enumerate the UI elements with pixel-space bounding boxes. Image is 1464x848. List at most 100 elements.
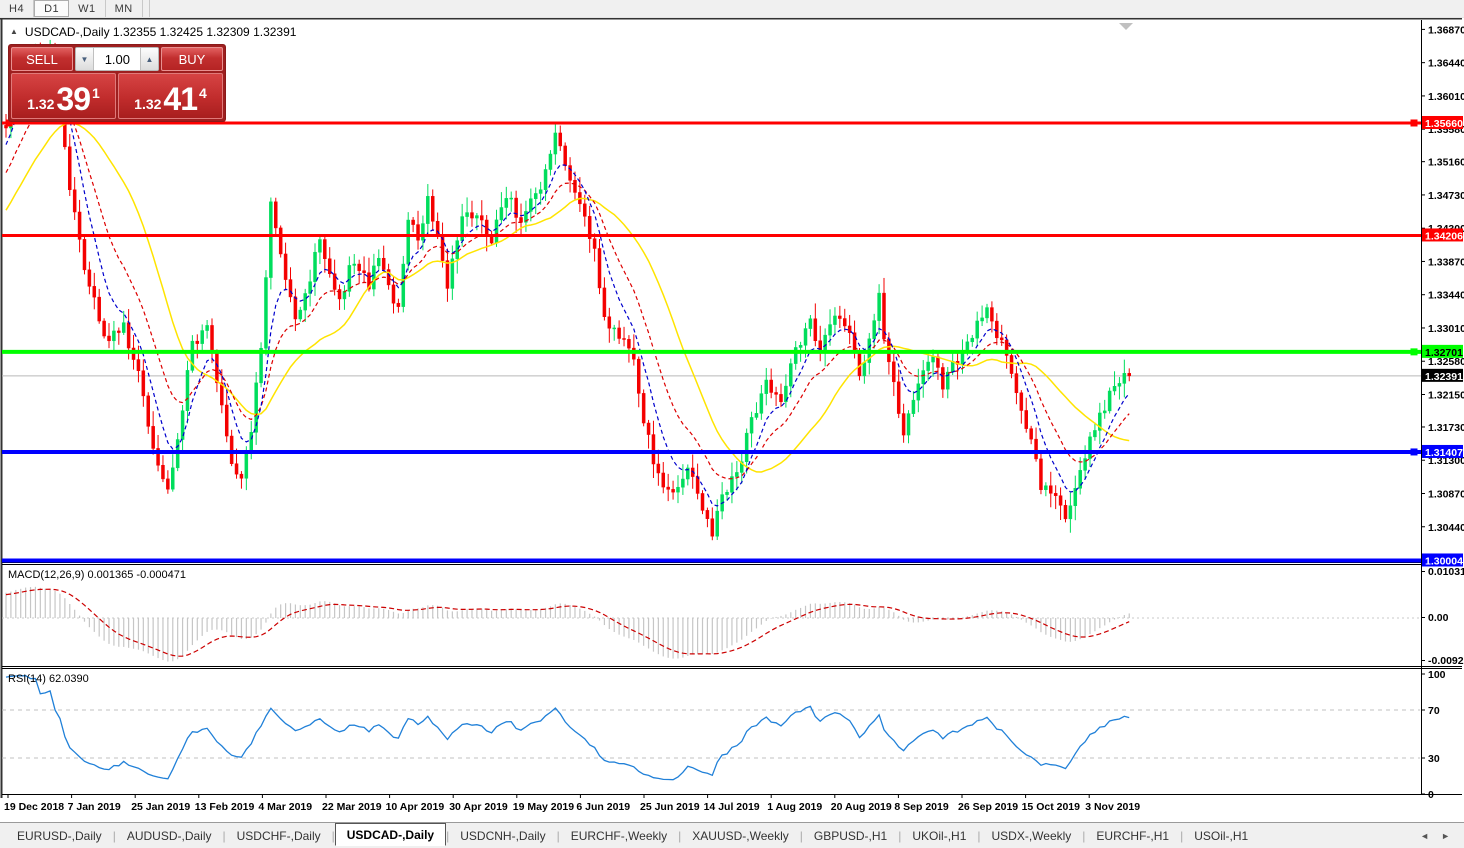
tab-scroll-left-icon[interactable]: ◄ bbox=[1420, 830, 1430, 841]
svg-text:4 Mar 2019: 4 Mar 2019 bbox=[258, 801, 312, 813]
svg-text:20 Aug 2019: 20 Aug 2019 bbox=[831, 801, 892, 813]
svg-text:1.32150: 1.32150 bbox=[1428, 389, 1464, 401]
sell-button[interactable]: SELL bbox=[11, 47, 73, 71]
timeframe-button-d1[interactable]: D1 bbox=[34, 0, 70, 17]
svg-text:1.33870: 1.33870 bbox=[1428, 256, 1464, 268]
tab-separator: | bbox=[1180, 828, 1184, 843]
level-lines-layer bbox=[2, 119, 1421, 563]
buy-quote-box[interactable]: 1.32 41 4 bbox=[118, 73, 223, 119]
chart-title: ▲ USDCAD-,Daily 1.32355 1.32425 1.32309 … bbox=[10, 25, 296, 39]
svg-text:1.30440: 1.30440 bbox=[1428, 522, 1464, 534]
macd-pane bbox=[2, 586, 1420, 662]
chart-tab-eurchf-h1[interactable]: EURCHF-,H1 bbox=[1096, 828, 1170, 843]
chart-tab-audusd-daily[interactable]: AUDUSD-,Daily bbox=[126, 828, 212, 843]
svg-text:1.35160: 1.35160 bbox=[1428, 157, 1464, 169]
svg-text:-0.009203: -0.009203 bbox=[1428, 655, 1464, 667]
svg-text:1.36010: 1.36010 bbox=[1428, 91, 1464, 103]
svg-text:100: 100 bbox=[1428, 669, 1446, 681]
volume-increase-button[interactable]: ▲ bbox=[140, 48, 158, 70]
svg-text:15 Oct 2019: 15 Oct 2019 bbox=[1022, 801, 1081, 813]
svg-text:1.36440: 1.36440 bbox=[1428, 58, 1464, 70]
svg-text:1.32580: 1.32580 bbox=[1428, 356, 1464, 368]
svg-text:8 Sep 2019: 8 Sep 2019 bbox=[894, 801, 948, 813]
tab-separator: | bbox=[556, 828, 560, 843]
svg-text:22 Mar 2019: 22 Mar 2019 bbox=[322, 801, 382, 813]
timeframe-button-h4[interactable]: H4 bbox=[0, 0, 35, 17]
time-axis[interactable]: 19 Dec 2018 7 Jan 2019 25 Jan 2019 13 Feb 2… bbox=[4, 794, 1140, 813]
chart-tab-xauusd-weekly[interactable]: XAUUSD-,Weekly bbox=[692, 828, 789, 843]
tab-separator: | bbox=[898, 828, 902, 843]
price-axis-badge: 1.31407 bbox=[1422, 444, 1463, 459]
svg-text:6 Jun 2019: 6 Jun 2019 bbox=[576, 801, 630, 813]
buy-button[interactable]: BUY bbox=[161, 47, 223, 71]
svg-text:1.32391: 1.32391 bbox=[1425, 371, 1463, 383]
price-axis-badge: 1.35660 bbox=[1422, 115, 1463, 130]
tab-separator: | bbox=[112, 828, 116, 843]
tab-separator: | bbox=[222, 828, 226, 843]
timeframe-button-w1[interactable]: W1 bbox=[69, 0, 106, 17]
buy-price-big: 41 bbox=[163, 81, 198, 117]
svg-text:1.35580: 1.35580 bbox=[1428, 124, 1464, 136]
svg-text:1.31407: 1.31407 bbox=[1425, 447, 1463, 459]
arrow-down-icon: ▼ bbox=[80, 54, 89, 64]
chart-tab-usdx-weekly[interactable]: USDX-,Weekly bbox=[991, 828, 1072, 843]
chart-tab-eurusd-daily[interactable]: EURUSD-,Daily bbox=[17, 828, 102, 843]
svg-text:1.34206: 1.34206 bbox=[1425, 230, 1463, 242]
chart-tab-usdchf-daily[interactable]: USDCHF-,Daily bbox=[236, 828, 321, 843]
svg-text:1.30870: 1.30870 bbox=[1428, 488, 1464, 500]
chart-tab-bar: EURUSD-,Daily | AUDUSD-,Daily | USDCHF-,Dail… bbox=[0, 822, 1464, 848]
price-axis[interactable]: 1.36870 1.36440 1.36010 1.35580 1.35160 1.347… bbox=[1421, 24, 1464, 801]
tab-separator: | bbox=[678, 828, 682, 843]
chart-tab-usdcad-daily[interactable]: USDCAD-,Daily bbox=[334, 823, 447, 846]
tab-separator: | bbox=[331, 828, 335, 843]
moving-averages-layer bbox=[5, 69, 1130, 507]
collapse-triangle-icon[interactable]: ▲ bbox=[10, 26, 18, 36]
svg-text:1.33440: 1.33440 bbox=[1428, 290, 1464, 302]
arrow-up-icon: ▲ bbox=[145, 54, 154, 64]
tab-scroll-right-icon[interactable]: ► bbox=[1441, 830, 1450, 841]
timeframe-toolbar: H4 D1 W1 MN bbox=[0, 0, 1464, 18]
sell-quote-box[interactable]: 1.32 39 1 bbox=[11, 73, 116, 119]
svg-text:70: 70 bbox=[1428, 705, 1440, 717]
svg-text:10 Apr 2019: 10 Apr 2019 bbox=[386, 801, 445, 813]
svg-text:30: 30 bbox=[1428, 753, 1440, 765]
rsi-label: RSI(14) 62.0390 bbox=[8, 673, 89, 685]
rsi-pane bbox=[2, 675, 1420, 781]
chart-tab-gbpusd-h1[interactable]: GBPUSD-,H1 bbox=[813, 828, 888, 843]
tab-separator: | bbox=[977, 828, 981, 843]
svg-text:0.010311: 0.010311 bbox=[1428, 566, 1464, 578]
price-axis-badge: 1.30004 bbox=[1422, 553, 1463, 567]
buy-price-prefix: 1.32 bbox=[134, 96, 162, 112]
chart-title-text: USDCAD-,Daily 1.32355 1.32425 1.32309 1.… bbox=[24, 25, 297, 39]
chart-tab-usdcnh-daily[interactable]: USDCNH-,Daily bbox=[460, 828, 546, 843]
svg-text:30 Apr 2019: 30 Apr 2019 bbox=[449, 801, 508, 813]
svg-text:0: 0 bbox=[1428, 789, 1434, 801]
svg-text:1.31300: 1.31300 bbox=[1428, 455, 1464, 467]
svg-text:1.34730: 1.34730 bbox=[1428, 190, 1464, 202]
buy-price-sup: 4 bbox=[199, 85, 207, 101]
svg-text:26 Sep 2019: 26 Sep 2019 bbox=[958, 801, 1018, 813]
sell-price-big: 39 bbox=[56, 81, 91, 117]
candles-layer bbox=[4, 39, 1131, 541]
chart-tab-ukoil-h1[interactable]: UKOil-,H1 bbox=[912, 828, 967, 843]
svg-text:14 Jul 2019: 14 Jul 2019 bbox=[704, 801, 760, 813]
svg-text:3 Nov 2019: 3 Nov 2019 bbox=[1085, 801, 1140, 813]
svg-text:7 Jan 2019: 7 Jan 2019 bbox=[68, 801, 121, 813]
volume-input[interactable] bbox=[94, 48, 140, 70]
volume-decrease-button[interactable]: ▼ bbox=[76, 48, 94, 70]
svg-text:19 Dec 2018: 19 Dec 2018 bbox=[4, 801, 64, 813]
chart-window: 1.36870 1.36440 1.36010 1.35580 1.35160 1.347… bbox=[0, 18, 1464, 822]
chart-canvas[interactable]: 1.36870 1.36440 1.36010 1.35580 1.35160 1.347… bbox=[0, 18, 1464, 822]
scroll-to-end-icon bbox=[1119, 23, 1133, 30]
svg-text:1.30004: 1.30004 bbox=[1425, 555, 1463, 567]
macd-label: MACD(12,26,9) 0.001365 -0.000471 bbox=[8, 569, 186, 581]
chart-tab-usoil-h1[interactable]: USOil-,H1 bbox=[1194, 828, 1249, 843]
chart-tab-eurchf-weekly[interactable]: EURCHF-,Weekly bbox=[570, 828, 668, 843]
svg-text:25 Jun 2019: 25 Jun 2019 bbox=[640, 801, 700, 813]
tab-separator: | bbox=[446, 828, 450, 843]
timeframe-button-mn[interactable]: MN bbox=[106, 0, 143, 17]
sell-price-prefix: 1.32 bbox=[27, 96, 55, 112]
tab-separator: | bbox=[799, 828, 803, 843]
svg-text:1.32701: 1.32701 bbox=[1425, 347, 1463, 359]
svg-text:0.00: 0.00 bbox=[1428, 612, 1449, 624]
